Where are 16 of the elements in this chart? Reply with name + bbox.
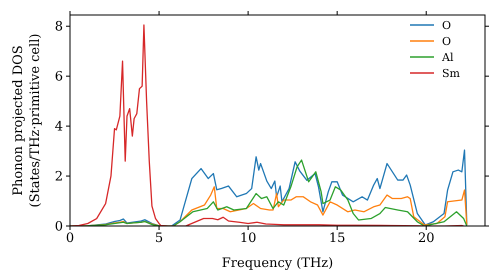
- x-tick-label: 5: [154, 231, 164, 246]
- x-axis-title: Frequency (THz): [222, 256, 334, 271]
- legend-label: O: [442, 19, 452, 32]
- y-tick-label: 8: [54, 20, 63, 35]
- y-axis-title: Phonon projected DOS (States/THz·primitive cell): [11, 33, 43, 208]
- y-tick-label: 4: [54, 120, 63, 135]
- x-tick-label: 15: [328, 231, 346, 246]
- legend-label: Sm: [442, 67, 461, 80]
- y-tick-label: 0: [54, 220, 63, 234]
- x-tick-label: 0: [66, 231, 74, 246]
- x-tick-label: 10: [240, 231, 256, 246]
- y-tick-label: 2: [54, 170, 63, 185]
- legend-label: Al: [441, 51, 454, 64]
- y-tick-label: 6: [54, 70, 63, 85]
- legend-label: O: [442, 35, 452, 48]
- x-tick-label: 20: [418, 231, 434, 246]
